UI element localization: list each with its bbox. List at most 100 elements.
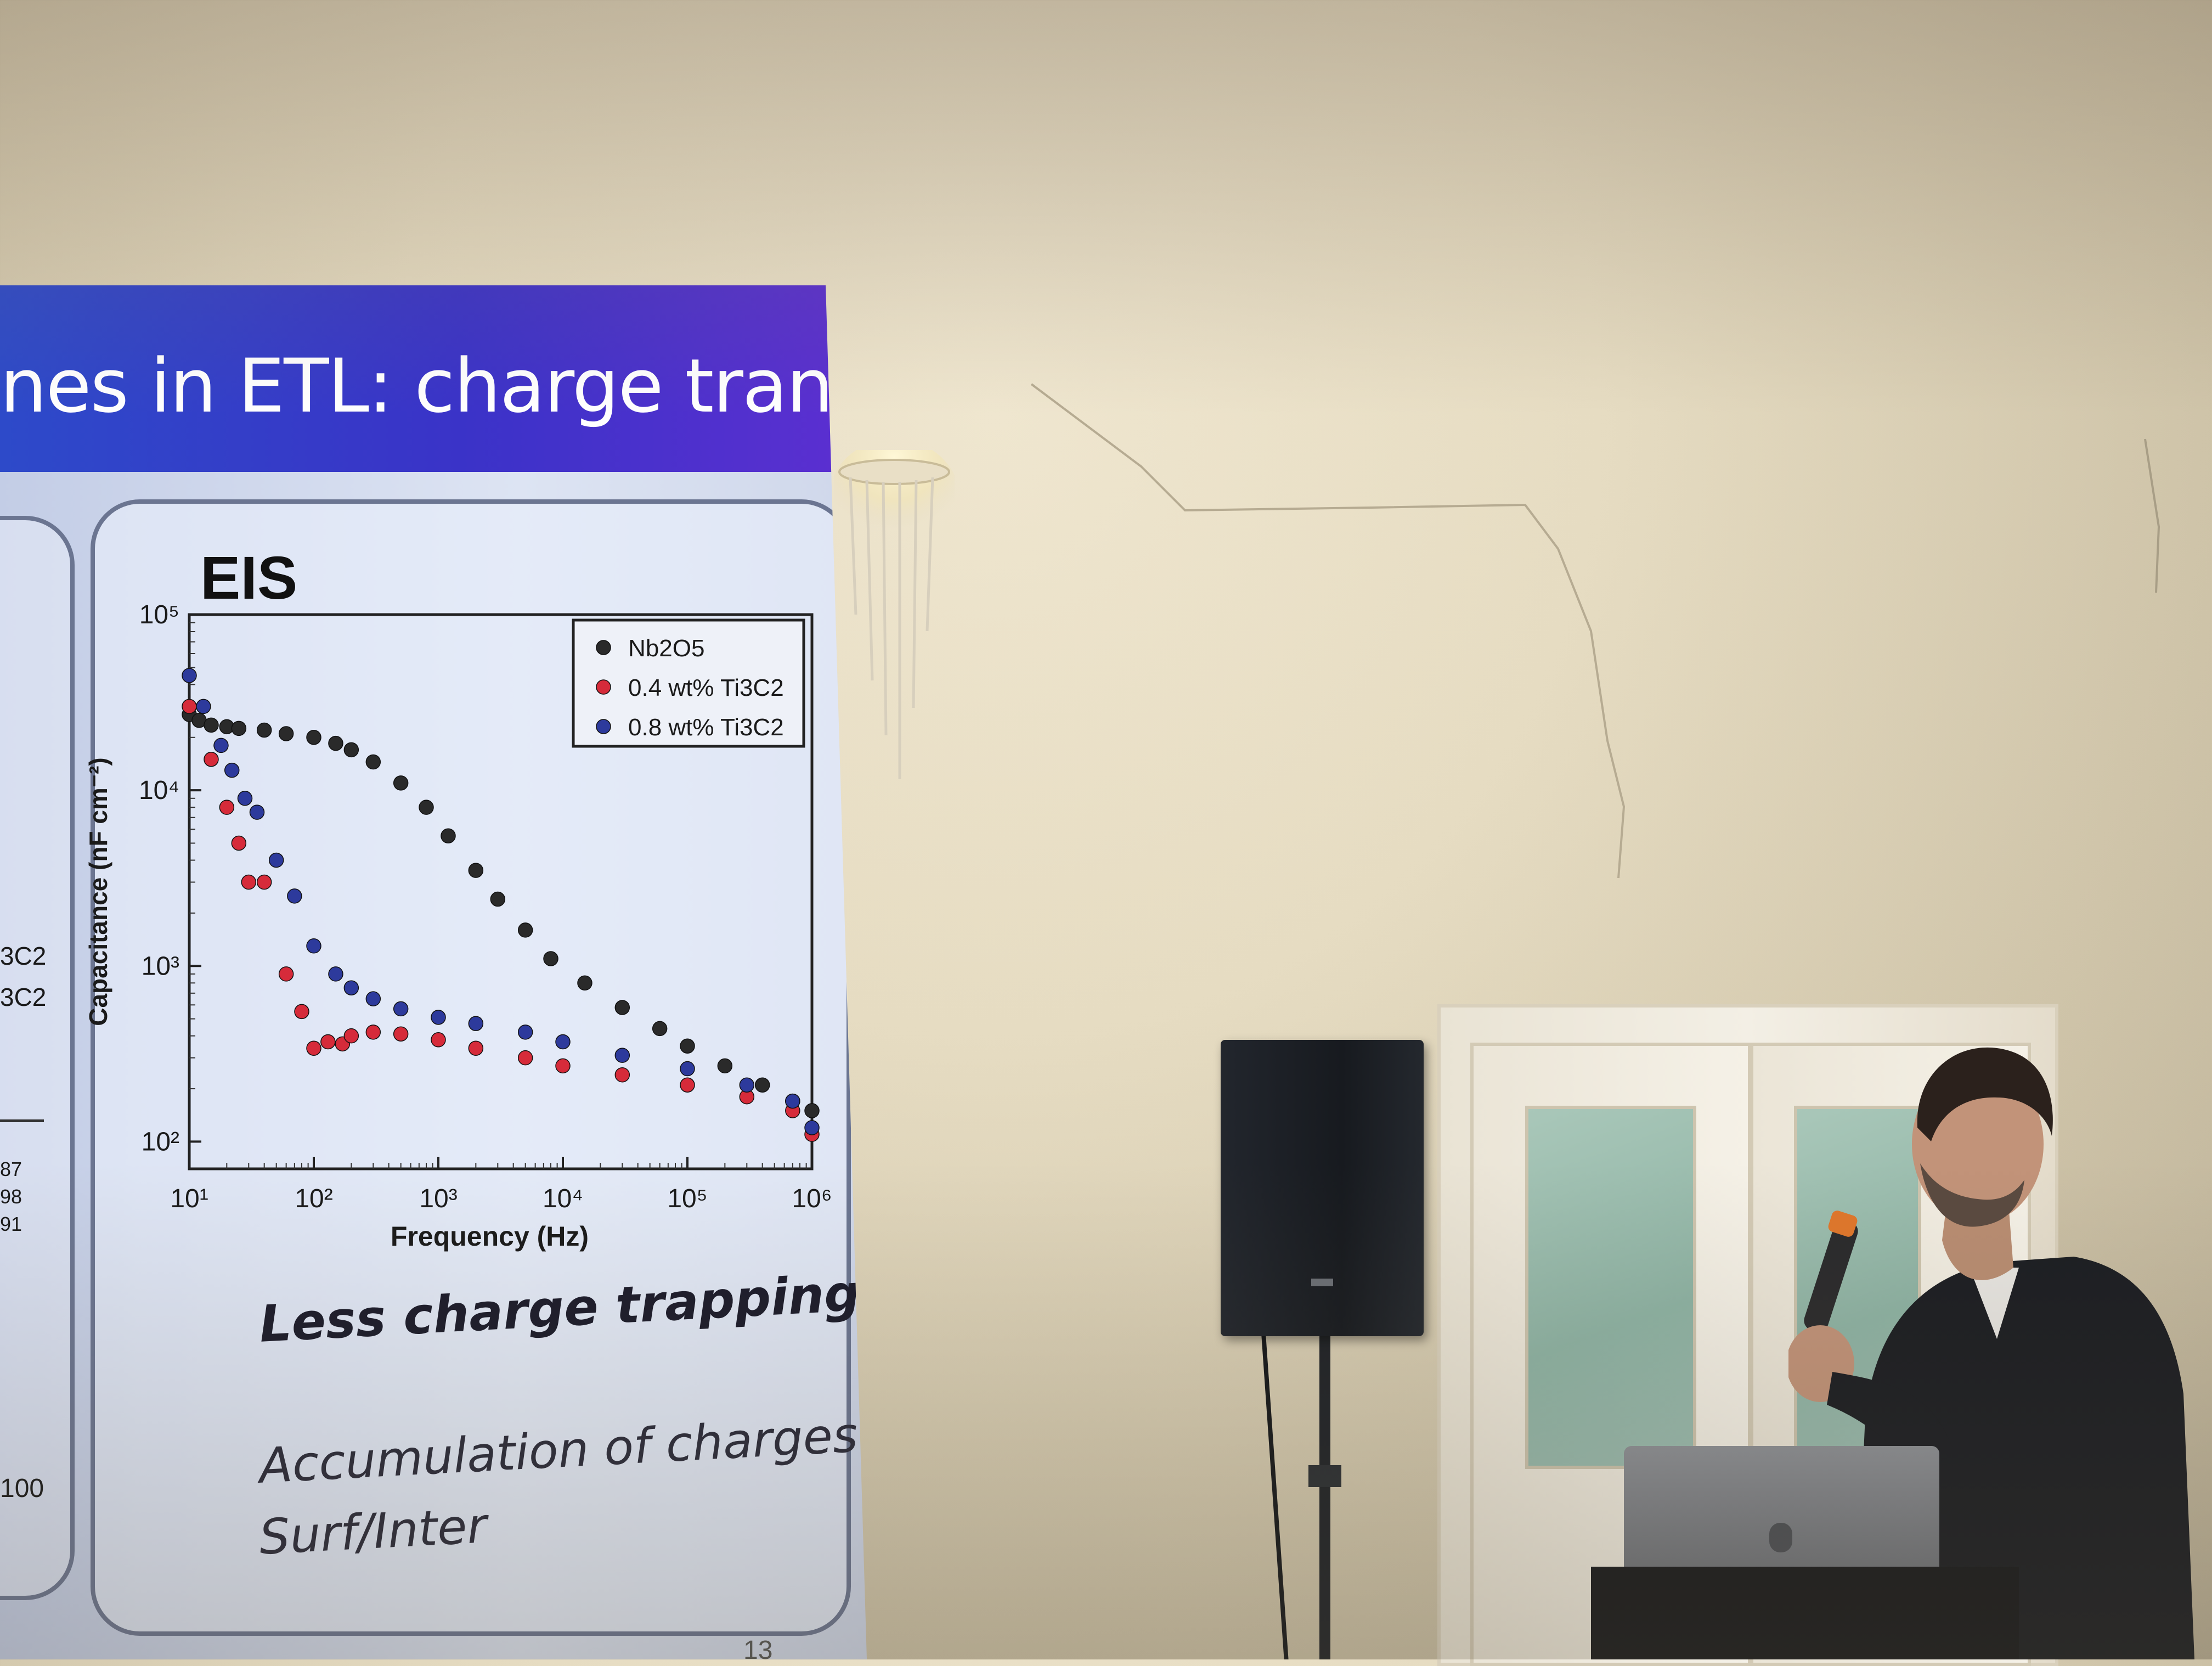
legend-marker bbox=[596, 640, 611, 655]
data-point bbox=[804, 1103, 820, 1118]
x-tick-label: 10² bbox=[295, 1184, 332, 1213]
y-tick-label: 10⁵ bbox=[139, 600, 179, 629]
left-legend-a: 3C2 bbox=[0, 942, 47, 970]
data-point bbox=[182, 668, 197, 683]
y-tick-label: 10² bbox=[142, 1127, 179, 1156]
data-point bbox=[328, 966, 343, 982]
x-tick-label: 10³ bbox=[419, 1184, 457, 1213]
data-point bbox=[441, 828, 456, 844]
slide-title-bar: nes in ETL: charge transport bbox=[0, 285, 867, 472]
data-point bbox=[517, 1050, 533, 1066]
eis-label: EIS bbox=[200, 544, 298, 612]
left-table-rule bbox=[0, 1119, 44, 1122]
data-point bbox=[231, 721, 247, 736]
data-point bbox=[268, 852, 284, 868]
speaker-stand bbox=[1319, 1336, 1330, 1659]
x-tick-label: 10⁴ bbox=[543, 1184, 583, 1213]
loudspeaker bbox=[1221, 1040, 1424, 1336]
note-line-2: Surf/Inter bbox=[258, 1497, 488, 1566]
data-point bbox=[287, 888, 302, 904]
data-point bbox=[785, 1093, 800, 1109]
data-point bbox=[196, 699, 211, 714]
data-point bbox=[517, 922, 533, 938]
data-point bbox=[343, 742, 359, 758]
data-point bbox=[256, 722, 272, 738]
eis-chart: 10¹ 10² 10³ 10⁴ 10⁵ 10⁶ 10² 10³ 10⁴ 10⁵ Frequency … bbox=[84, 600, 832, 1252]
data-point bbox=[343, 1028, 359, 1044]
x-tick-label: 10⁵ bbox=[667, 1184, 707, 1213]
data-point bbox=[294, 1004, 309, 1020]
laptop bbox=[1624, 1446, 1939, 1578]
data-point bbox=[754, 1077, 770, 1093]
data-point bbox=[555, 1058, 571, 1074]
x-axis-label: Frequency (Hz) bbox=[391, 1221, 589, 1252]
left-table-value-2: 98 bbox=[0, 1185, 22, 1208]
data-point bbox=[249, 804, 265, 820]
data-point bbox=[306, 938, 321, 954]
data-point bbox=[204, 717, 219, 733]
left-table-value-1: 87 bbox=[0, 1158, 22, 1180]
data-point bbox=[555, 1034, 571, 1050]
projection-screen: nes in ETL: charge transport 3C2 3C2 87 … bbox=[0, 285, 867, 1659]
data-point bbox=[219, 800, 235, 815]
data-point bbox=[278, 966, 294, 982]
data-point bbox=[306, 1040, 321, 1056]
data-point bbox=[543, 951, 558, 966]
legend-marker bbox=[596, 719, 611, 734]
door-left-glass bbox=[1525, 1106, 1696, 1469]
slide-title: nes in ETL: charge transport bbox=[0, 343, 867, 429]
data-point bbox=[213, 738, 229, 753]
data-point bbox=[237, 791, 253, 806]
data-point bbox=[577, 975, 592, 991]
data-point bbox=[224, 762, 240, 778]
data-point bbox=[431, 1032, 446, 1048]
data-point bbox=[393, 1026, 409, 1042]
left-panel bbox=[0, 516, 75, 1600]
data-point bbox=[231, 835, 247, 851]
data-point bbox=[256, 874, 272, 890]
data-point bbox=[328, 735, 343, 751]
data-point bbox=[419, 800, 434, 815]
data-point bbox=[306, 730, 321, 745]
legend-marker bbox=[596, 679, 611, 695]
plot-frame bbox=[188, 613, 814, 1170]
data-point bbox=[490, 891, 506, 907]
y-tick-label: 10⁴ bbox=[139, 776, 179, 805]
legend-entry: 0.4 wt% Ti3C2 bbox=[628, 674, 784, 701]
data-point bbox=[320, 1034, 336, 1050]
legend-entry: Nb2O5 bbox=[628, 635, 704, 662]
data-point bbox=[182, 699, 197, 714]
y-tick-label: 10³ bbox=[142, 952, 179, 981]
x-tick-label: 10¹ bbox=[170, 1184, 208, 1213]
wall-lamp bbox=[834, 450, 955, 779]
data-point bbox=[468, 1016, 484, 1031]
data-point bbox=[614, 1000, 630, 1015]
data-point bbox=[517, 1025, 533, 1040]
data-point bbox=[739, 1077, 755, 1093]
data-point bbox=[365, 1025, 381, 1040]
left-table-value-3: 91 bbox=[0, 1213, 22, 1235]
data-point bbox=[680, 1038, 695, 1054]
data-point bbox=[393, 1001, 409, 1017]
data-point bbox=[680, 1077, 695, 1093]
data-point bbox=[468, 1040, 484, 1056]
data-point bbox=[241, 874, 257, 890]
data-point bbox=[804, 1120, 820, 1135]
page-number: 13 bbox=[743, 1636, 773, 1659]
data-point bbox=[614, 1048, 630, 1063]
laptop-logo-icon bbox=[1769, 1523, 1792, 1552]
legend-box bbox=[572, 618, 805, 748]
data-point bbox=[365, 754, 381, 770]
data-point bbox=[468, 863, 484, 878]
data-point bbox=[278, 726, 294, 741]
data-point bbox=[204, 752, 219, 767]
data-point bbox=[393, 775, 409, 791]
data-point bbox=[717, 1058, 733, 1074]
data-point bbox=[614, 1067, 630, 1083]
data-point bbox=[431, 1010, 446, 1025]
data-point bbox=[343, 980, 359, 996]
speaker-logo bbox=[1311, 1279, 1333, 1286]
podium bbox=[1591, 1567, 2019, 1659]
stand-clamp bbox=[1308, 1465, 1341, 1487]
left-axis-tick: 100 bbox=[0, 1474, 44, 1503]
